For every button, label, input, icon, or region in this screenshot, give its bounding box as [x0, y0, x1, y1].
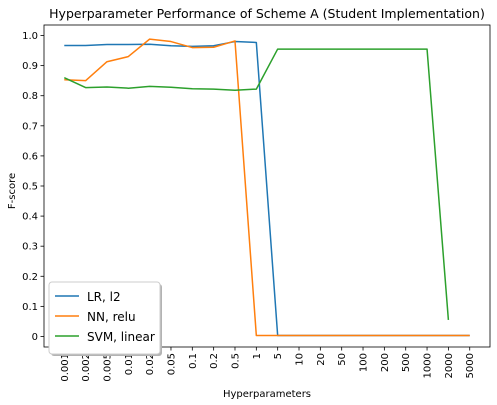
- y-tick-label: 1.0: [22, 31, 38, 42]
- x-tick-label: 200: [380, 353, 391, 372]
- x-tick-label: 10: [295, 353, 306, 366]
- y-axis-label: F-score: [7, 173, 18, 209]
- x-tick-label: 0.1: [188, 353, 199, 369]
- legend-label: LR, l2: [87, 290, 121, 304]
- series-layer: [63, 38, 470, 337]
- y-tick-label: 0.8: [22, 91, 38, 102]
- x-tick-label: 0.2: [209, 353, 220, 369]
- chart-title: Hyperparameter Performance of Scheme A (…: [49, 6, 485, 21]
- y-tick-label: 0.1: [22, 302, 38, 313]
- y-tick-label: 0.6: [22, 151, 38, 162]
- legend-label: NN, relu: [87, 310, 136, 324]
- y-tick-label: 0: [32, 332, 38, 343]
- x-tick-label: 2000: [444, 353, 455, 378]
- series-line-2: [64, 38, 470, 337]
- y-tick-label: 0.9: [22, 61, 38, 72]
- legend: LR, l2 NN, relu SVM, linear: [48, 281, 162, 356]
- x-tick-label: 0.01: [124, 353, 135, 375]
- x-tick-label: 20: [316, 353, 327, 366]
- x-tick-label: 0.05: [166, 353, 177, 375]
- x-tick-label: 1: [252, 353, 263, 359]
- y-axis: 0 0.1 0.2 0.3 0.4 0.5 0.6 0.7 0.8 0.9 1.0: [22, 31, 44, 343]
- y-tick-label: 0.3: [22, 242, 38, 253]
- x-tick-label: 0.5: [230, 353, 241, 369]
- x-axis: 0.001 0.002 0.005 0.01 0.02 0.05 0.1 0.2 0.5 1 5 10…: [60, 347, 476, 382]
- y-tick-label: 0.5: [22, 182, 38, 193]
- x-tick-label: 5: [273, 353, 284, 359]
- x-tick-label: 0.02: [145, 353, 156, 375]
- legend-label: SVM, linear: [87, 330, 155, 344]
- y-tick-label: 0.7: [22, 121, 38, 132]
- y-tick-label: 0.2: [22, 272, 38, 283]
- y-tick-label: 0.4: [22, 212, 38, 223]
- x-tick-label: 0.005: [102, 353, 113, 382]
- series-line-3: [63, 48, 450, 320]
- x-tick-label: 500: [401, 353, 412, 372]
- x-axis-label: Hyperparameters: [223, 389, 311, 400]
- x-tick-label: 100: [359, 353, 370, 372]
- x-tick-label: 5000: [465, 353, 476, 378]
- x-tick-label: 0.002: [81, 353, 92, 382]
- x-tick-label: 1000: [423, 353, 434, 378]
- x-tick-label: 0.001: [60, 353, 71, 382]
- x-tick-label: 50: [337, 353, 348, 366]
